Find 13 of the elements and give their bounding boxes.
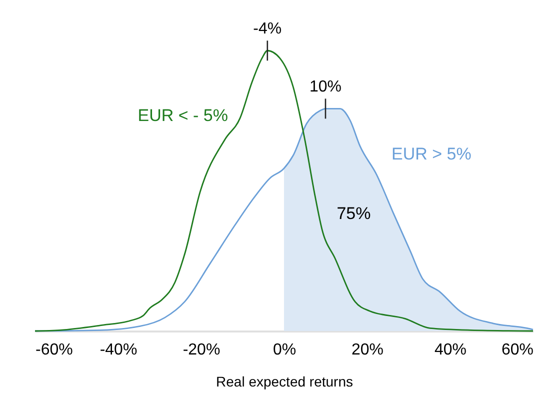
x-tick-label: -60%: [36, 342, 73, 358]
x-tick-label: 40%: [434, 342, 467, 358]
series-label: EUR > 5%: [392, 144, 472, 164]
annotation: -4%: [253, 20, 282, 38]
x-tick-label: 20%: [351, 342, 384, 358]
annotation: 10%: [309, 78, 342, 96]
x-tick-label: 0%: [272, 342, 296, 358]
x-axis-title: Real expected returns: [216, 374, 353, 390]
x-tick-label: -20%: [182, 342, 220, 358]
annotation: 75%: [336, 204, 371, 223]
x-tick-label: -40%: [100, 342, 138, 358]
series-label: EUR < - 5%: [138, 106, 228, 126]
x-tick-label: 60%: [501, 342, 534, 358]
